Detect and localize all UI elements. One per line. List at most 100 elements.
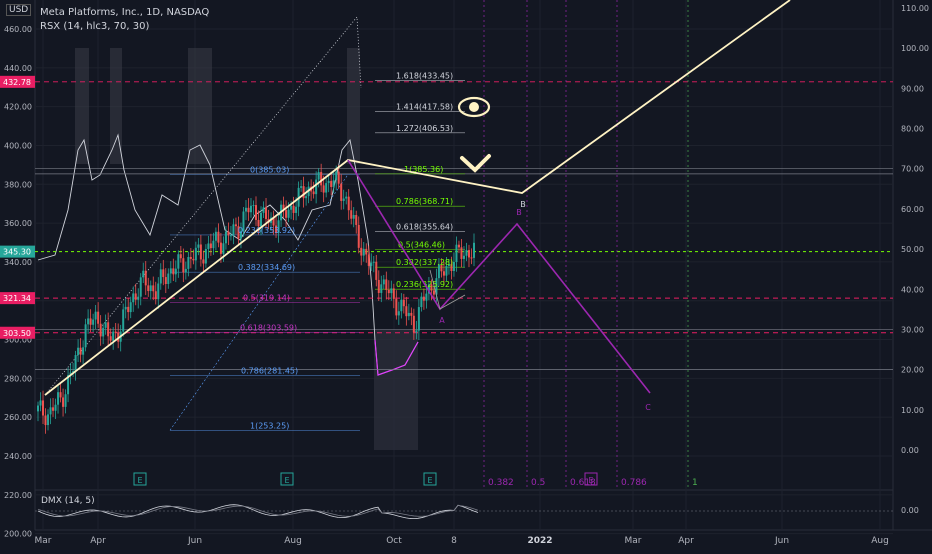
fib-retracement-label: 0.382(334.69) bbox=[238, 263, 295, 272]
candle-body bbox=[77, 347, 80, 356]
candle-body bbox=[455, 244, 458, 263]
candle-body bbox=[465, 250, 468, 256]
candle-body bbox=[144, 270, 147, 286]
candle-body bbox=[462, 255, 465, 259]
candle-body bbox=[400, 299, 403, 312]
price-tick-label: 340.00 bbox=[4, 258, 32, 267]
candle-body bbox=[244, 207, 247, 212]
time-fib-label: 0.382 bbox=[488, 478, 514, 488]
candle-body bbox=[147, 285, 150, 292]
candle-body bbox=[430, 284, 433, 291]
time-tick-label: Jun bbox=[187, 536, 202, 546]
wave-label: B bbox=[520, 200, 526, 209]
candle-body bbox=[425, 293, 428, 301]
fib-retracement-label: 0.786(281.45) bbox=[241, 367, 298, 376]
candle-body bbox=[227, 231, 230, 236]
rsx-overbought-zone bbox=[110, 48, 122, 164]
candle-body bbox=[317, 172, 320, 180]
indicator-title[interactable]: RSX (14, hlc3, 70, 30) bbox=[40, 21, 150, 32]
candle-body bbox=[417, 307, 420, 331]
candle-body bbox=[72, 371, 75, 373]
candle-body bbox=[360, 247, 363, 256]
earnings-marker bbox=[584, 472, 598, 486]
symbol-title[interactable]: Meta Platforms, Inc., 1D, NASDAQ bbox=[40, 7, 210, 18]
eye-icon bbox=[457, 96, 491, 118]
candle-body bbox=[99, 323, 102, 337]
candle-body bbox=[139, 277, 142, 297]
candle-body bbox=[460, 247, 463, 259]
price-tick-label: 260.00 bbox=[4, 413, 32, 422]
candle-body bbox=[255, 205, 257, 220]
rsx-tick-label: 60.00 bbox=[901, 205, 924, 214]
rsx-tick-label: 70.00 bbox=[901, 165, 924, 174]
trend-projection-line bbox=[44, 0, 791, 396]
candle-body bbox=[222, 243, 225, 254]
candle-body bbox=[202, 259, 205, 264]
candle-body bbox=[192, 258, 195, 261]
candle-body bbox=[467, 250, 470, 258]
rsx-tick-label: 40.00 bbox=[901, 285, 924, 294]
rsx-oversold-zone bbox=[374, 330, 418, 450]
candle-body bbox=[232, 224, 235, 236]
candle-body bbox=[149, 285, 152, 292]
currency-badge[interactable]: USD bbox=[6, 4, 32, 16]
candle-body bbox=[305, 196, 308, 199]
price-tick-label: 220.00 bbox=[4, 491, 32, 500]
candle-body bbox=[290, 205, 293, 210]
time-tick-label: Apr bbox=[678, 536, 694, 546]
candle-body bbox=[127, 306, 130, 313]
candle-body bbox=[84, 324, 87, 348]
candle-body bbox=[412, 315, 415, 333]
time-fib-label: 0.618 bbox=[570, 478, 596, 488]
rsx-overbought-zone bbox=[188, 48, 212, 164]
annotations: 0(385.03) 0.236(353.92) 0.382(334.69) 0.5(3… bbox=[41, 0, 791, 506]
earnings-marker-label: E bbox=[588, 476, 593, 485]
candle-body bbox=[54, 404, 57, 411]
candle-body bbox=[104, 322, 107, 328]
fib-extension-label: 1.272(406.53) bbox=[396, 124, 453, 133]
candle-body bbox=[277, 220, 280, 234]
candle-body bbox=[59, 392, 62, 398]
candle-body bbox=[252, 205, 255, 207]
candle-body bbox=[272, 217, 275, 226]
rsx-tick-label: 0.00 bbox=[901, 446, 919, 455]
rsx-tick-label: 30.00 bbox=[901, 325, 924, 334]
candle-body bbox=[395, 298, 398, 316]
candle-body bbox=[182, 258, 185, 273]
rsx-tick-label: 50.00 bbox=[901, 245, 924, 254]
earnings-marker-label: E bbox=[284, 476, 289, 485]
candle-body bbox=[440, 264, 443, 272]
price-tick-label: 460.00 bbox=[4, 25, 32, 34]
chart-header: Meta Platforms, Inc., 1D, NASDAQ RSX (14… bbox=[40, 6, 209, 34]
candle-body bbox=[470, 257, 473, 259]
candle-body bbox=[292, 205, 295, 213]
candle-body bbox=[174, 268, 177, 275]
candle-body bbox=[157, 283, 160, 300]
fib-extension-label: 1.414(417.58) bbox=[396, 102, 453, 111]
candle-body bbox=[265, 207, 268, 219]
price-tick-label: 440.00 bbox=[4, 64, 32, 73]
candle-body bbox=[239, 231, 242, 239]
price-badge-label: 345.30 bbox=[3, 248, 31, 257]
candle-body bbox=[377, 279, 380, 293]
candle-body bbox=[352, 215, 355, 219]
candle-body bbox=[365, 248, 368, 255]
candle-body bbox=[142, 270, 145, 278]
candle-body bbox=[114, 331, 117, 334]
price-tick-label: 400.00 bbox=[4, 141, 32, 150]
candle-body bbox=[342, 198, 345, 201]
candle-body bbox=[89, 318, 92, 325]
dmx-signal-line bbox=[37, 505, 479, 517]
rsx-tick-label: 10.00 bbox=[901, 406, 924, 415]
dmx-tick-label: 0.00 bbox=[901, 506, 919, 515]
candle-body bbox=[282, 204, 285, 211]
candle-body bbox=[137, 296, 140, 300]
candle-body bbox=[97, 311, 100, 324]
candle-body bbox=[420, 296, 423, 308]
candle-body bbox=[435, 278, 438, 295]
candle-body bbox=[300, 186, 303, 188]
candle-body bbox=[362, 248, 365, 256]
